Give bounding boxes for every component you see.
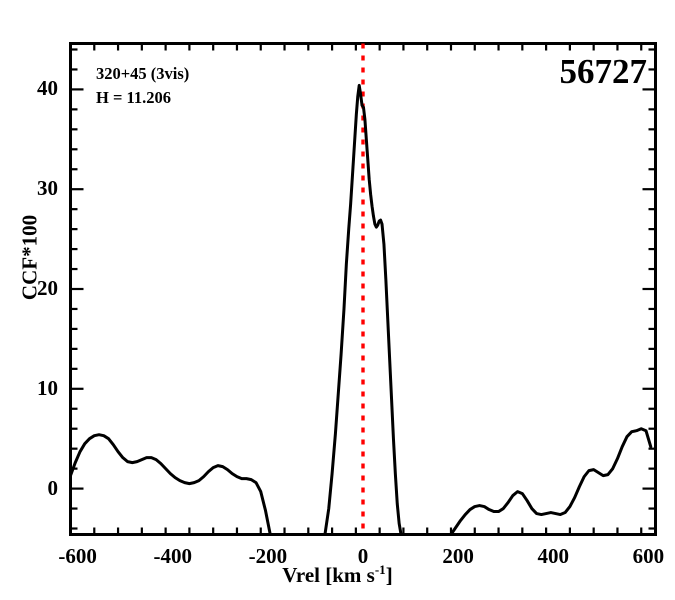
x-tick-label: -600 [58,543,97,568]
y-tick-label: 10 [37,375,58,400]
x-tick-label: -400 [153,543,193,568]
x-axis-title-exponent: -1 [374,562,386,577]
x-axis-title: Vrel [km s-1] [0,562,675,588]
h-magnitude-annotation: H = 11.206 [96,88,171,107]
x-tick-label: 0 [357,543,369,568]
y-tick-label: 0 [47,475,59,500]
x-axis-title-main: Vrel [km s [282,563,375,587]
x-axis-title-tail: ] [385,563,393,587]
x-tick-label: -200 [248,543,288,568]
x-tick-label: 400 [537,543,569,568]
x-tick-label: 600 [632,543,665,568]
y-tick-label: 30 [37,176,58,201]
mjd-annotation: 56727 [559,52,648,91]
y-tick-label: 40 [37,76,58,101]
x-tick-label: 200 [442,543,474,568]
plot-frame [69,42,657,536]
y-axis-title: CCF*100 [17,214,42,301]
target-name-annotation: 320+45 (3vis) [96,64,190,83]
y-tick-label: 20 [37,276,58,300]
